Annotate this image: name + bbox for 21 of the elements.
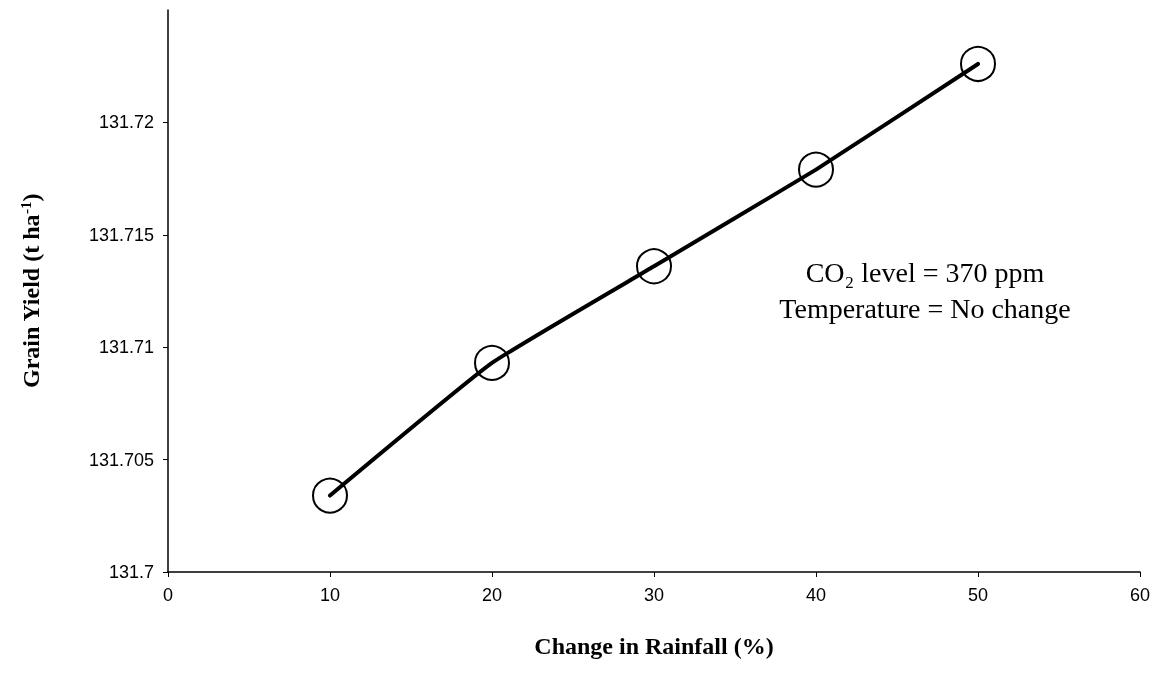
x-tick-label: 20 bbox=[481, 585, 503, 605]
point bbox=[960, 45, 996, 82]
point bbox=[474, 344, 510, 381]
annotation: CO₂ level = 370 ppm bbox=[805, 256, 1045, 288]
y-axis-title: Grain Yield (t ha-1) bbox=[17, 193, 44, 389]
x-tick-label: 30 bbox=[643, 585, 665, 605]
y-tick-label: 131.715 bbox=[88, 224, 154, 245]
annotation: Temperature = No change bbox=[779, 292, 1071, 324]
y-tick-label: 131.72 bbox=[98, 112, 154, 133]
x-tick-label: 0 bbox=[162, 585, 174, 605]
y-tick-label: 131.7 bbox=[108, 562, 154, 582]
y-tick-label: 131.705 bbox=[88, 449, 154, 470]
x-tick-label: 50 bbox=[967, 585, 989, 605]
point bbox=[312, 477, 348, 514]
x-axis-title: Change in Rainfall (%) bbox=[534, 633, 774, 659]
point bbox=[636, 248, 672, 285]
point bbox=[798, 151, 834, 188]
x-tick-label: 10 bbox=[319, 585, 341, 605]
x-tick-label: 40 bbox=[805, 585, 827, 605]
x-tick-label: 60 bbox=[1129, 585, 1151, 605]
y-tick-label: 131.71 bbox=[98, 337, 154, 358]
